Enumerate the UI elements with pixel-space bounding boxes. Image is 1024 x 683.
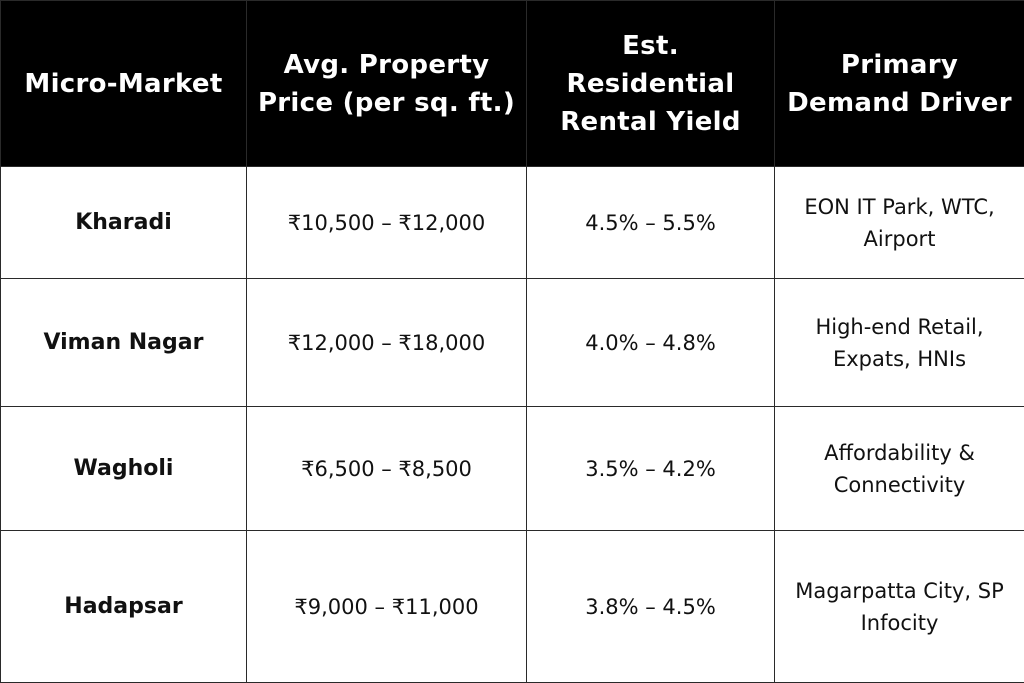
cell-driver: High-end Retail, Expats, HNIs [775, 279, 1024, 407]
cell-driver: Affordability & Connectivity [775, 407, 1024, 531]
header-micro-market: Micro-Market [1, 1, 247, 167]
table-body: Kharadi ₹10,500 – ₹12,000 4.5% – 5.5% EO… [1, 167, 1024, 683]
table-row: Hadapsar ₹9,000 – ₹11,000 3.8% – 4.5% Ma… [1, 531, 1024, 683]
cell-price: ₹10,500 – ₹12,000 [247, 167, 527, 279]
cell-price: ₹9,000 – ₹11,000 [247, 531, 527, 683]
cell-market: Viman Nagar [1, 279, 247, 407]
table-row: Wagholi ₹6,500 – ₹8,500 3.5% – 4.2% Affo… [1, 407, 1024, 531]
cell-market: Hadapsar [1, 531, 247, 683]
cell-yield: 3.5% – 4.2% [527, 407, 775, 531]
cell-yield: 4.0% – 4.8% [527, 279, 775, 407]
cell-driver: Magarpatta City, SP Infocity [775, 531, 1024, 683]
table-header: Micro-Market Avg. Property Price (per sq… [1, 1, 1024, 167]
cell-price: ₹6,500 – ₹8,500 [247, 407, 527, 531]
cell-price: ₹12,000 – ₹18,000 [247, 279, 527, 407]
table-row: Viman Nagar ₹12,000 – ₹18,000 4.0% – 4.8… [1, 279, 1024, 407]
header-demand-driver: Primary Demand Driver [775, 1, 1024, 167]
cell-driver: EON IT Park, WTC, Airport [775, 167, 1024, 279]
cell-yield: 3.8% – 4.5% [527, 531, 775, 683]
header-avg-property-price: Avg. Property Price (per sq. ft.) [247, 1, 527, 167]
table-row: Kharadi ₹10,500 – ₹12,000 4.5% – 5.5% EO… [1, 167, 1024, 279]
header-rental-yield: Est. Residential Rental Yield [527, 1, 775, 167]
cell-yield: 4.5% – 5.5% [527, 167, 775, 279]
cell-market: Kharadi [1, 167, 247, 279]
cell-market: Wagholi [1, 407, 247, 531]
header-row: Micro-Market Avg. Property Price (per sq… [1, 1, 1024, 167]
